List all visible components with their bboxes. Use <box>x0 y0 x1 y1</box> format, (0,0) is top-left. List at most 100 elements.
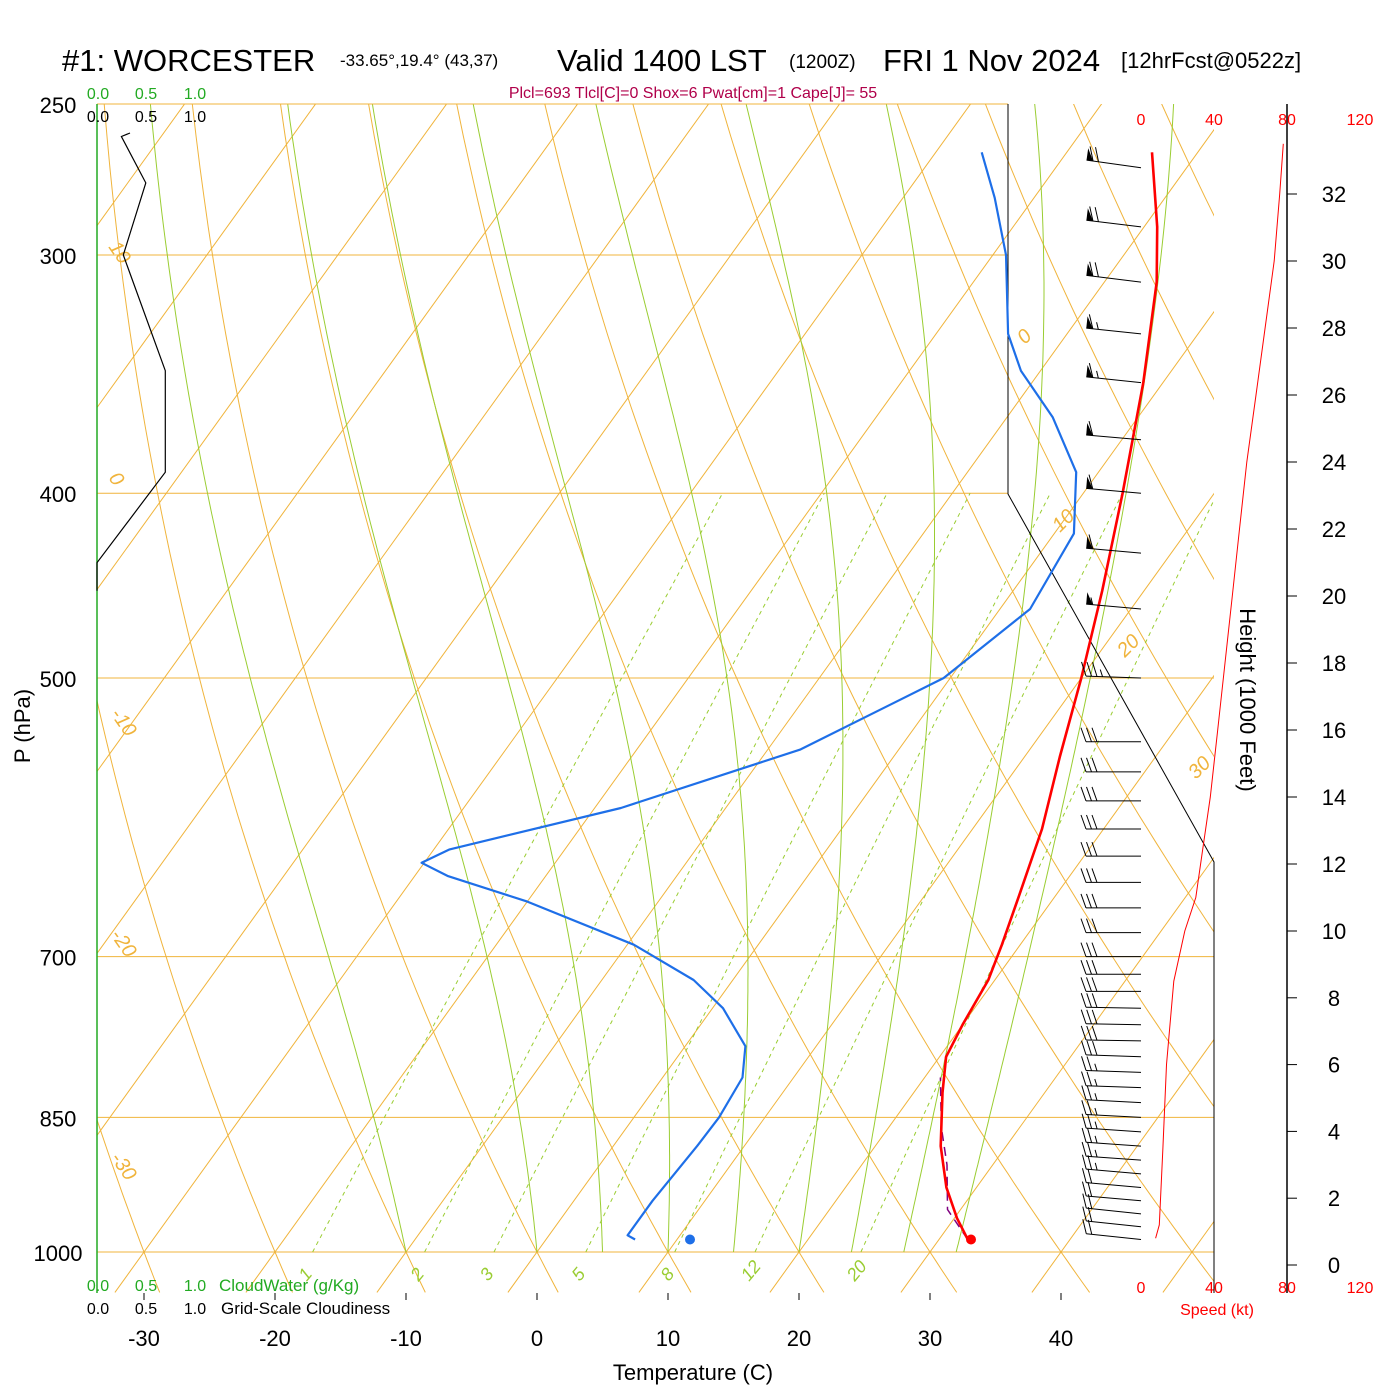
mixing-ratio-label: 5 <box>567 1263 589 1284</box>
wind-barb-staff <box>1086 1182 1142 1188</box>
forecast-tag: [12hrFcst@0522z] <box>1121 48 1301 73</box>
wind-barb-staff <box>1085 1023 1142 1026</box>
wind-barb <box>1080 942 1141 958</box>
dry-adiabat <box>896 104 1214 758</box>
height-tick-label: 6 <box>1328 1053 1340 1078</box>
wind-barb-feather <box>1086 977 1092 992</box>
parcel-trace <box>939 1077 969 1240</box>
wind-barb <box>1086 363 1142 384</box>
wind-barb-feather <box>1081 1100 1087 1115</box>
wind-barb <box>1080 977 1141 992</box>
wind-barb-feather <box>1092 1040 1098 1056</box>
wind-barb-feather <box>1086 786 1092 802</box>
wind-barb <box>1081 1085 1142 1104</box>
dry-adiabat <box>191 104 559 1293</box>
wind-barb-feather <box>1088 363 1094 378</box>
dry-adiabat <box>103 104 426 1293</box>
wind-barb-feather <box>1086 727 1092 742</box>
height-tick-label: 0 <box>1328 1253 1340 1278</box>
dry-adiabat <box>368 104 825 1293</box>
isotherm-line <box>97 104 841 1137</box>
profiles <box>96 132 1159 1245</box>
temperature-tick-labels: -30 -20 -10 0 10 20 30 40 <box>128 1293 1073 1351</box>
wind-barb-staff <box>1086 1054 1142 1058</box>
height-tick-label: 24 <box>1322 450 1346 475</box>
wind-barb <box>1086 421 1142 441</box>
wind-barb <box>1081 1141 1142 1161</box>
wind-barb-feather <box>1086 1100 1093 1115</box>
height-tick-label: 2 <box>1328 1186 1340 1211</box>
mixing-ratio-line <box>493 492 888 1253</box>
wind-barb-pennant <box>1086 592 1093 605</box>
isotherm-label: -30 <box>106 1148 141 1184</box>
wind-barb <box>1080 727 1141 743</box>
wind-barb-feather <box>1081 1127 1087 1143</box>
wind-barb-feather <box>1089 146 1094 162</box>
wind-barb-feather <box>1089 261 1094 277</box>
wind-barb <box>1080 786 1141 802</box>
wind-barb <box>1080 960 1141 975</box>
wind-barb-feather <box>1082 1219 1087 1234</box>
isotherm-lines <box>97 70 1400 1293</box>
mixing-ratio-line <box>860 498 1214 1253</box>
wind-barb-feather <box>1081 1141 1087 1157</box>
wind-barb-half-feather <box>1099 669 1103 677</box>
isotherm-line <box>1294 70 1400 1292</box>
moist-adiabat <box>287 104 538 1253</box>
cloud-tick-label: 0.5 <box>135 109 157 126</box>
height-tick-label: 4 <box>1328 1119 1340 1144</box>
wind-barb-feather <box>1080 918 1087 933</box>
height-tick-label: 30 <box>1322 249 1346 274</box>
wind-barb-feather <box>1091 757 1098 773</box>
wind-barb-pennant <box>1086 263 1093 277</box>
wind-barb <box>1086 261 1142 283</box>
wind-barb-half-feather <box>1090 597 1094 605</box>
surface-dewpoint-marker <box>685 1234 695 1245</box>
moist-adiabat <box>149 104 407 1253</box>
wind-barb-feather <box>1081 1113 1087 1129</box>
wind-barb-feather <box>1091 918 1098 933</box>
height-tick-label: 26 <box>1322 383 1346 408</box>
height-tick-label: 12 <box>1322 852 1346 877</box>
mixing-ratio-line <box>424 492 825 1253</box>
wind-barb-staff <box>1086 1233 1142 1240</box>
wind-barb-staff <box>1086 1085 1142 1089</box>
wind-barb-feather <box>1086 868 1092 883</box>
wind-barb-pennant <box>1086 423 1093 436</box>
cloudiness-label: Grid-Scale Cloudiness <box>221 1299 390 1318</box>
pressure-tick-label: 850 <box>40 1106 77 1131</box>
wind-barb-feather <box>1086 1071 1093 1087</box>
wind-barb-feather <box>1087 1168 1093 1184</box>
dewpoint-trace <box>420 151 1078 1241</box>
wind-speed-line <box>1155 143 1284 1239</box>
isotherm-line <box>97 104 186 227</box>
pressure-tick-label: 250 <box>40 93 77 118</box>
isotherm-line <box>97 104 448 591</box>
wind-barb-pennant <box>1086 148 1094 161</box>
wind-barb <box>1080 1025 1142 1042</box>
wind-barb-feather <box>1087 1128 1093 1143</box>
wind-barb-feather <box>1091 814 1098 830</box>
speed-tick-label-top: 40 <box>1205 112 1223 129</box>
wind-barb-feather <box>1081 1040 1087 1056</box>
wind-barb-feather <box>1086 1056 1093 1071</box>
wind-barb <box>1086 206 1142 228</box>
dry-adiabat <box>632 104 1214 1283</box>
mixing-ratio-lines <box>312 492 1214 1253</box>
wind-barb-feather <box>1080 814 1087 830</box>
temperature-tick-label: 30 <box>918 1326 942 1351</box>
cloud-tick-labels: 0.0 0.0 0.0 0.0 0.5 0.5 0.5 0.5 1.0 1.0 1.0 1.0 <box>87 86 206 1318</box>
forecast-date: FRI 1 Nov 2024 <box>883 43 1100 78</box>
wind-barb-feather <box>1081 1168 1087 1183</box>
wind-barb-feather <box>1094 262 1099 278</box>
wind-barb-feather <box>1080 841 1087 857</box>
wind-barb-feather <box>1091 841 1098 857</box>
wind-barb-pennant <box>1086 208 1093 222</box>
mixing-ratio-line <box>674 492 1051 1253</box>
sounding-indices: Plcl=693 Tlcl[C]=0 Shox=6 Pwat[cm]=1 Cap… <box>509 85 877 102</box>
wind-barb-feather <box>1086 942 1092 957</box>
mixing-ratio-line <box>585 492 971 1253</box>
wind-barb-staff <box>1086 1141 1142 1147</box>
isotherm-label: 10 <box>104 237 135 268</box>
dry-adiabat-lines <box>97 104 1214 1293</box>
